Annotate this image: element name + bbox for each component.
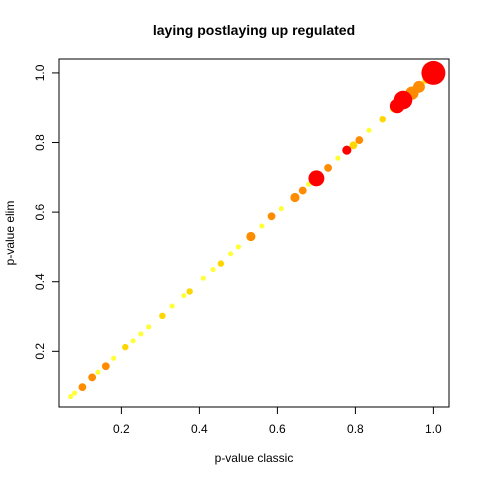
data-point <box>235 244 241 250</box>
data-point <box>306 181 312 187</box>
points-layer <box>68 60 446 400</box>
y-tick-label: 0.8 <box>33 134 47 151</box>
plot-frame <box>58 58 450 408</box>
data-point <box>95 369 101 375</box>
y-axis: 0.2 0.4 0.6 0.8 1.0 <box>33 64 60 360</box>
data-point <box>200 275 206 281</box>
data-point <box>290 192 300 203</box>
x-tick-label: 0.8 <box>347 422 364 436</box>
data-point <box>366 127 372 133</box>
data-point <box>298 186 307 195</box>
data-point <box>421 60 446 85</box>
data-point <box>228 251 234 257</box>
data-point <box>186 288 193 295</box>
data-point <box>122 343 129 351</box>
data-point <box>68 394 74 400</box>
data-point <box>349 141 358 150</box>
data-point <box>324 164 332 172</box>
data-point <box>379 115 386 123</box>
y-tick-label: 0.4 <box>33 273 47 290</box>
data-point <box>335 155 341 161</box>
data-point <box>210 266 216 273</box>
x-tick-label: 0.4 <box>191 422 208 436</box>
chart-title: laying postlaying up regulated <box>153 22 355 38</box>
data-point <box>308 170 325 187</box>
data-point <box>111 355 117 361</box>
data-point <box>181 293 187 299</box>
x-tick-label: 1.0 <box>425 422 442 436</box>
data-point <box>217 260 225 267</box>
data-point <box>130 338 136 344</box>
data-point <box>101 362 110 371</box>
data-point <box>342 145 352 155</box>
y-tick-label: 0.6 <box>33 203 47 220</box>
x-axis-label: p-value classic <box>215 451 294 465</box>
data-point <box>259 223 265 229</box>
y-tick-label: 1.0 <box>33 64 47 81</box>
data-point <box>78 383 87 392</box>
data-point <box>138 331 144 337</box>
data-point <box>169 303 175 309</box>
data-point <box>278 206 284 212</box>
data-point <box>88 373 97 382</box>
x-tick-label: 0.2 <box>113 422 130 436</box>
x-axis: 0.2 0.4 0.6 0.8 1.0 <box>113 406 442 436</box>
data-point <box>72 390 78 396</box>
y-tick-label: 0.2 <box>33 343 47 360</box>
data-point <box>393 90 413 110</box>
x-tick-label: 0.6 <box>269 422 286 436</box>
data-point <box>355 136 364 144</box>
data-point <box>246 231 256 242</box>
data-point <box>267 212 276 221</box>
y-axis-label: p-value elim <box>3 201 17 266</box>
data-point <box>159 312 166 320</box>
data-point <box>146 324 152 330</box>
